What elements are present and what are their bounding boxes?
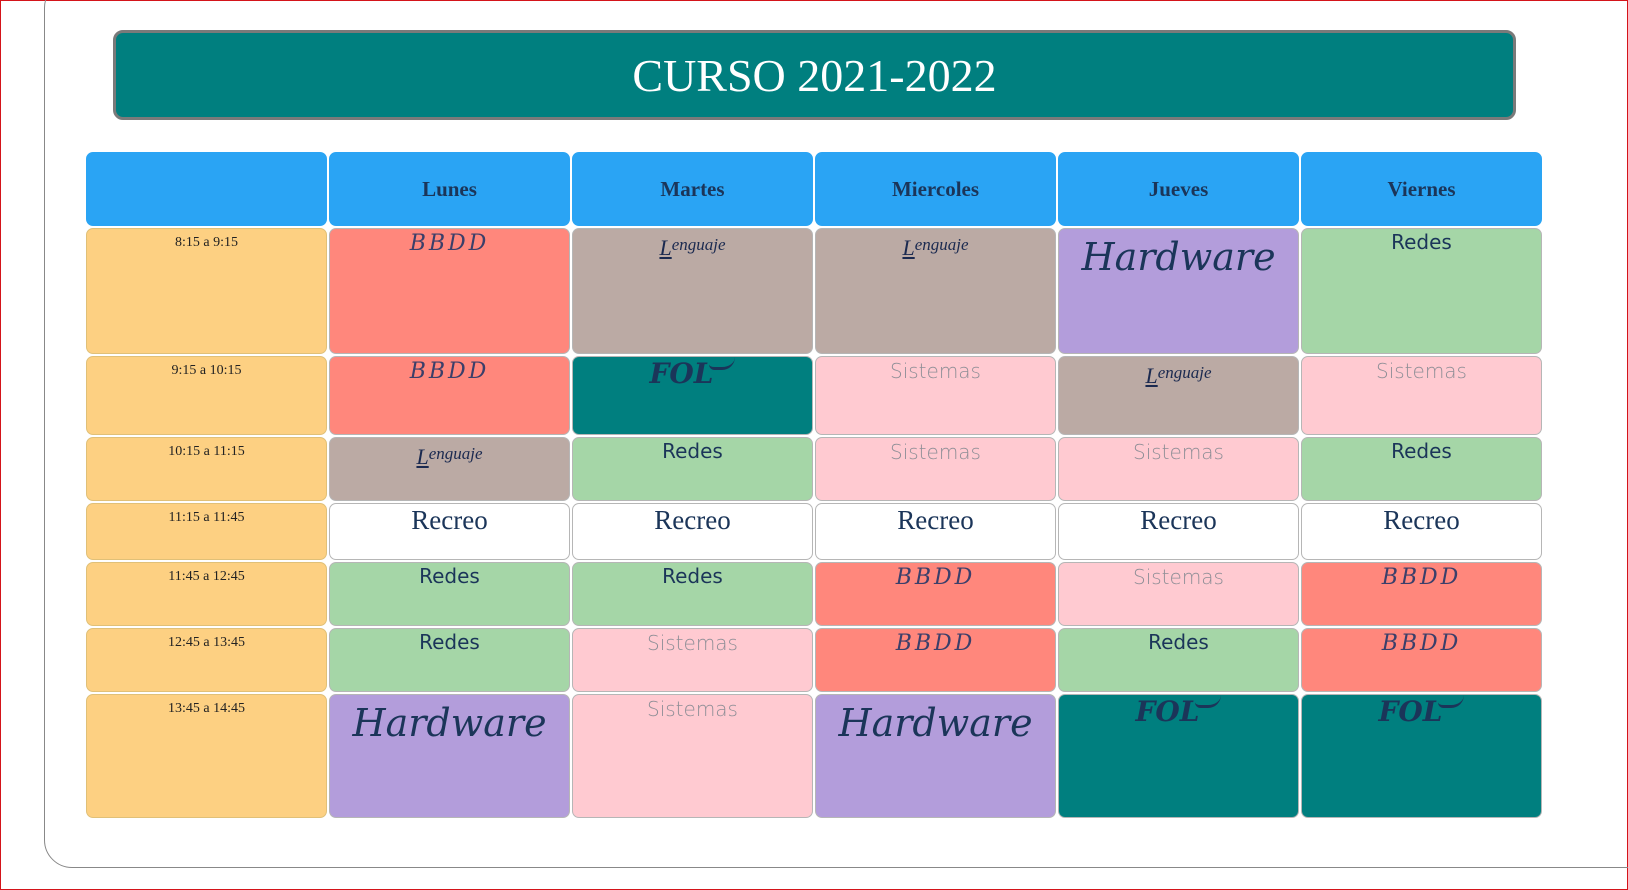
time-slot: 11:45 a 12:45 [86, 562, 327, 626]
subject-cell-sistemas: Sistemas [572, 628, 813, 692]
day-header-lunes: Lunes [329, 152, 570, 226]
subject-cell-recreo: Recreo [572, 503, 813, 560]
subject-cell-redes: Redes [329, 628, 570, 692]
schedule-table: Lunes Martes Miercoles Jueves Viernes 8:15 a … [85, 151, 1543, 819]
day-header-miercoles: Miercoles [815, 152, 1056, 226]
page-title: CURSO 2021-2022 [632, 49, 997, 101]
subject-cell-fol: FOL [572, 356, 813, 435]
day-header-jueves: Jueves [1058, 152, 1299, 226]
subject-cell-recreo: Recreo [1301, 503, 1542, 560]
subject-cell-sistemas: Sistemas [1058, 562, 1299, 626]
subject-cell-sistemas: Sistemas [815, 437, 1056, 501]
subject-cell-hardware: Hardware [1058, 228, 1299, 354]
subject-cell-bbdd: BBDD [815, 562, 1056, 626]
day-header-martes: Martes [572, 152, 813, 226]
subject-cell-redes: Redes [1058, 628, 1299, 692]
day-header-viernes: Viernes [1301, 152, 1542, 226]
subject-cell-sistemas: Sistemas [1058, 437, 1299, 501]
subject-cell-redes: Redes [572, 562, 813, 626]
subject-cell-sistemas: Sistemas [815, 356, 1056, 435]
subject-cell-redes: Redes [329, 562, 570, 626]
subject-cell-recreo: Recreo [329, 503, 570, 560]
subject-cell-redes: Redes [1301, 437, 1542, 501]
subject-cell-bbdd: BBDD [329, 356, 570, 435]
subject-cell-recreo: Recreo [815, 503, 1056, 560]
page-frame [44, 0, 1628, 868]
title-banner: CURSO 2021-2022 [113, 30, 1516, 120]
subject-cell-hardware: Hardware [329, 694, 570, 818]
subject-cell-hardware: Hardware [815, 694, 1056, 818]
time-slot: 10:15 a 11:15 [86, 437, 327, 501]
subject-cell-bbdd: BBDD [815, 628, 1056, 692]
subject-cell-fol: FOL [1301, 694, 1542, 818]
header-corner [86, 152, 327, 226]
subject-cell-bbdd: BBDD [329, 228, 570, 354]
subject-cell-fol: FOL [1058, 694, 1299, 818]
time-slot: 9:15 a 10:15 [86, 356, 327, 435]
subject-cell-bbdd: BBDD [1301, 562, 1542, 626]
subject-cell-redes: Redes [572, 437, 813, 501]
time-slot: 13:45 a 14:45 [86, 694, 327, 818]
subject-cell-bbdd: BBDD [1301, 628, 1542, 692]
subject-cell-sistemas: Sistemas [1301, 356, 1542, 435]
time-slot: 8:15 a 9:15 [86, 228, 327, 354]
time-slot: 12:45 a 13:45 [86, 628, 327, 692]
time-slot: 11:15 a 11:45 [86, 503, 327, 560]
subject-cell-redes: Redes [1301, 228, 1542, 354]
subject-cell-recreo: Recreo [1058, 503, 1299, 560]
subject-cell-sistemas: Sistemas [572, 694, 813, 818]
